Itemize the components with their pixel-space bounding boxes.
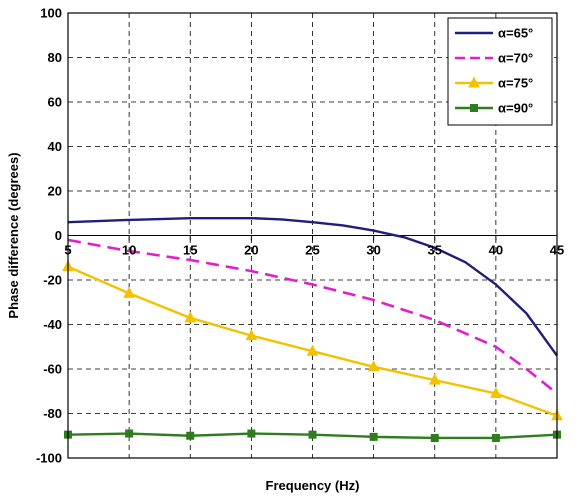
- y-tick-label: -80: [43, 406, 62, 421]
- y-tick-label: -20: [43, 273, 62, 288]
- x-tick-label: 45: [550, 243, 564, 258]
- series-point: [491, 433, 500, 442]
- legend: α=65° α=70° α=75° α=90°: [447, 17, 553, 126]
- series-point: [490, 386, 502, 398]
- x-tick-label: 5: [64, 243, 71, 258]
- legend-item: α=90°: [455, 101, 533, 116]
- y-tick-label: 60: [48, 95, 62, 110]
- series-line: [67, 216, 558, 357]
- series-point: [306, 344, 319, 356]
- x-tick-label: 10: [122, 243, 136, 258]
- series-3: [62, 260, 563, 421]
- legend-label: α=90°: [498, 101, 533, 116]
- y-axis-title: Phase difference (degrees): [6, 152, 21, 318]
- legend-item: α=75°: [455, 76, 533, 91]
- y-tick-label: -60: [43, 362, 62, 377]
- legend-item: α=70°: [455, 51, 533, 66]
- x-tick-label: 20: [244, 243, 258, 258]
- series-point: [369, 432, 378, 441]
- series-point: [125, 429, 134, 438]
- legend-label: α=65°: [498, 26, 533, 41]
- x-tick-label: 40: [489, 243, 503, 258]
- legend-label: α=70°: [498, 51, 533, 66]
- y-tick-label: 80: [48, 50, 62, 65]
- legend-label: α=75°: [498, 76, 533, 91]
- plot-frame: [67, 12, 558, 459]
- x-tick-labels: 5 10 15 20 25 30 35 40 45: [64, 243, 564, 258]
- y-tick-label: -40: [43, 317, 62, 332]
- y-tick-label: 0: [55, 228, 62, 243]
- series-point: [184, 311, 197, 323]
- x-tick-label: 15: [183, 243, 197, 258]
- y-tick-label: -100: [36, 451, 62, 466]
- y-tick-label: 100: [40, 6, 62, 21]
- legend-item: α=65°: [455, 26, 533, 41]
- series-2: [67, 238, 558, 395]
- series-point: [428, 373, 441, 385]
- y-tick-labels: 100 80 60 40 20 0 -20 -40 -60 -80 -100: [36, 6, 62, 466]
- series-point: [247, 429, 256, 438]
- x-tick-label: 30: [366, 243, 380, 258]
- x-axis-title: Frequency (Hz): [266, 478, 360, 493]
- series-line: [67, 238, 558, 395]
- x-tick-label: 35: [428, 243, 442, 258]
- series-point: [186, 431, 195, 440]
- series-1: [67, 216, 558, 357]
- series-point: [308, 430, 317, 439]
- y-tick-label: 20: [48, 184, 62, 199]
- series-point: [468, 76, 480, 88]
- y-tick-label: 40: [48, 139, 62, 154]
- series-layer: [62, 216, 563, 442]
- series-point: [430, 433, 439, 442]
- series-point: [245, 329, 258, 341]
- series-point: [367, 360, 380, 372]
- x-tick-label: 25: [305, 243, 319, 258]
- series-point: [470, 104, 478, 112]
- series-point: [123, 286, 135, 298]
